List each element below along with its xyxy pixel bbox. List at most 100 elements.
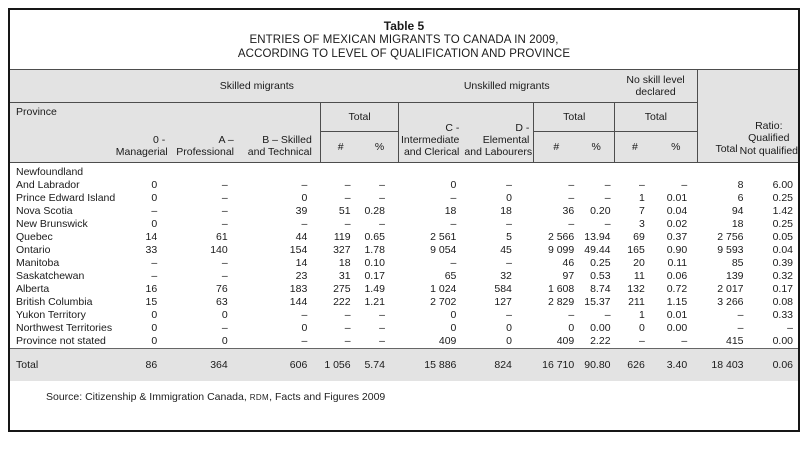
value-cell: 1.15 xyxy=(666,296,688,308)
migrants-table: Skilled migrants Unskilled migrants No s… xyxy=(10,70,798,381)
total-row: Total 86 364 606 1 056 5.74 15 886 824 16 710 90.… xyxy=(10,348,798,381)
value-cell: 327 xyxy=(333,244,351,256)
value-cell: 32 xyxy=(500,270,512,282)
province-header: Province xyxy=(10,102,115,163)
value-cell: 85 xyxy=(731,257,744,269)
value-cell: – xyxy=(344,322,351,334)
value-cell: 0.01 xyxy=(666,192,688,204)
table-row: Yukon Territory 0 0 – – – 0 – – – 1 0.01 – 0.33 xyxy=(10,309,798,322)
value-cell: 18 xyxy=(338,257,351,269)
value-cell: – xyxy=(604,192,611,204)
value-cell: – xyxy=(379,335,385,347)
value-cell: 0 xyxy=(450,179,457,191)
value-cell: 0.37 xyxy=(666,231,688,243)
value-cell xyxy=(361,163,399,180)
value-cell: 8 xyxy=(737,179,744,191)
noskill-percent-header: % xyxy=(654,131,698,163)
value-cell: 49.44 xyxy=(584,244,611,256)
row-province-label: Province not stated xyxy=(16,335,106,347)
value-cell: 0 xyxy=(506,322,512,334)
value-cell: 144 xyxy=(289,296,308,308)
value-cell: – xyxy=(221,218,228,230)
value-cell: 0.65 xyxy=(364,231,385,243)
value-cell: 39 xyxy=(295,205,308,217)
table-subtitle-line: ACCORDING TO LEVEL OF QUALIFICATION AND … xyxy=(237,48,571,60)
value-cell xyxy=(746,163,798,180)
value-cell: – xyxy=(568,218,575,230)
value-cell xyxy=(578,163,614,180)
value-cell: 2.22 xyxy=(590,335,611,347)
value-cell: 18 xyxy=(731,218,744,230)
group-total-ratio: Total Ratio: Qualified Not qualified xyxy=(696,70,798,163)
value-cell: – xyxy=(344,179,351,191)
unskilled-total-header: Total xyxy=(533,102,616,132)
value-cell: 63 xyxy=(216,296,228,308)
value-cell: – xyxy=(568,309,575,321)
row-province-label: New Brunswick xyxy=(16,218,88,230)
value-cell: 415 xyxy=(725,335,744,347)
value-cell: 0.04 xyxy=(666,205,688,217)
value-cell: 9 099 xyxy=(547,244,575,256)
value-cell: 0 xyxy=(151,218,158,230)
value-cell: 0 xyxy=(568,322,575,334)
value-cell: 7 xyxy=(638,205,645,217)
value-cell: 3.40 xyxy=(654,348,698,381)
value-cell: 2 829 xyxy=(547,296,575,308)
row-province-label: Alberta xyxy=(16,283,50,295)
value-cell: 45 xyxy=(500,244,512,256)
value-cell: – xyxy=(568,192,575,204)
value-cell: 0.10 xyxy=(364,257,385,269)
value-cell: 211 xyxy=(628,296,645,308)
value-cell: 0.00 xyxy=(772,335,793,347)
value-cell: – xyxy=(379,218,385,230)
value-cell: 1.49 xyxy=(364,283,385,295)
value-cell: 86 xyxy=(114,348,176,381)
value-cell: 76 xyxy=(216,283,228,295)
value-cell: 46 xyxy=(562,257,575,269)
row-province-label: Quebec xyxy=(16,231,53,243)
source-note: Source: Citizenship & Immigration Canada… xyxy=(10,381,798,403)
value-cell: – xyxy=(568,179,575,191)
professional-header: A – Professional xyxy=(175,102,244,163)
value-cell: 0.28 xyxy=(364,205,385,217)
value-cell: 626 xyxy=(614,348,655,381)
value-cell: 65 xyxy=(444,270,457,282)
managerial-header: 0 - Managerial xyxy=(114,102,176,163)
table-row: Manitoba – – 14 18 0.10 – – 46 0.25 20 0.11 85 0.39 xyxy=(10,257,798,270)
value-cell: 0.00 xyxy=(590,322,611,334)
skilled-percent-header: % xyxy=(360,131,400,163)
value-cell: 44 xyxy=(295,231,308,243)
value-cell xyxy=(175,163,244,180)
value-cell: 61 xyxy=(216,231,228,243)
source-suffix: , Facts and Figures 2009 xyxy=(269,391,386,403)
row-province-label: British Columbia xyxy=(16,296,93,308)
value-cell: 31 xyxy=(338,270,351,282)
value-cell: 132 xyxy=(627,283,645,295)
value-cell: 14 xyxy=(145,231,158,243)
table-row: Province not stated 0 0 – – – 409 0 409 2.22 – – 415… xyxy=(10,335,798,349)
value-cell: – xyxy=(301,309,308,321)
value-cell: 0 xyxy=(151,179,158,191)
value-cell: 222 xyxy=(333,296,351,308)
value-cell: 2 017 xyxy=(717,283,744,295)
value-cell: – xyxy=(506,179,512,191)
row-province-label: Manitoba xyxy=(16,257,60,269)
value-cell: 2 566 xyxy=(547,231,575,243)
value-cell: 0 xyxy=(151,335,158,347)
value-cell: 0.33 xyxy=(772,309,793,321)
value-cell: – xyxy=(151,270,158,282)
value-cell: – xyxy=(221,257,228,269)
table-row: And Labrador 0 – – – – 0 – – – – – 8 6.00 xyxy=(10,179,798,192)
value-cell: – xyxy=(301,335,308,347)
value-cell: 90.80 xyxy=(578,348,615,381)
value-cell: 364 xyxy=(175,348,244,381)
value-cell: 409 xyxy=(438,335,457,347)
source-rdm: RDM xyxy=(249,393,270,402)
value-cell xyxy=(655,163,697,180)
value-cell: 6 xyxy=(737,192,744,204)
value-cell: – xyxy=(681,335,688,347)
value-cell: 606 xyxy=(243,348,321,381)
value-cell: 0.00 xyxy=(666,322,688,334)
value-cell: 36 xyxy=(562,205,575,217)
value-cell: 5.74 xyxy=(360,348,399,381)
